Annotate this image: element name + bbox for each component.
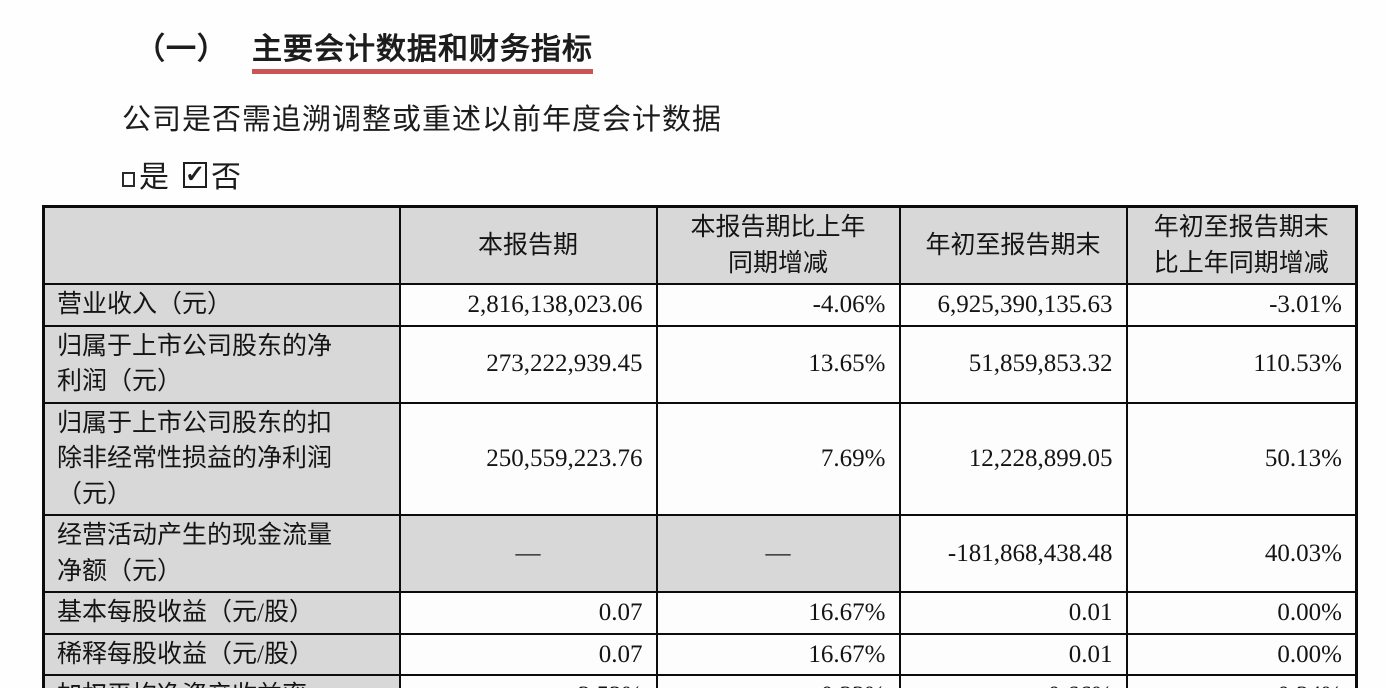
cell-value: -181,868,438.48	[898, 514, 1128, 593]
section-title: 主要会计数据和财务指标	[252, 24, 593, 74]
header-ytd-yoy: 年初至报告期末 比上年同期增减	[1125, 205, 1358, 285]
table-row-revenue: 营业收入（元） 2,816,138,023.06 -4.06% 6,925,39…	[42, 283, 1358, 327]
cell-value: 16.67%	[655, 632, 901, 676]
option-yes-label: 是	[139, 161, 169, 194]
financial-indicators-table: 本报告期 本报告期比上年 同期增减 年初至报告期末 年初至报告期末 比上年同期增…	[42, 205, 1358, 688]
table-row-net-profit: 归属于上市公司股东的净 利润（元） 273,222,939.45 13.65% …	[42, 324, 1358, 404]
checkbox-checked-icon[interactable]: ✓	[183, 162, 207, 188]
check-icon: ✓	[184, 162, 206, 188]
row-label: 加权平均净资产收益率	[42, 674, 401, 688]
cell-value: 0.01	[898, 632, 1128, 676]
table-row-diluted-eps: 稀释每股收益（元/股） 0.07 16.67% 0.01 0.00%	[42, 632, 1358, 676]
row-label: 稀释每股收益（元/股）	[42, 632, 401, 676]
cell-value-dash: —	[398, 514, 658, 593]
section-number: （一）	[135, 33, 228, 66]
table-row-operating-cash-flow: 经营活动产生的现金流量 净额（元） — — -181,868,438.48 40…	[42, 514, 1358, 593]
cell-value: -3.01%	[1125, 283, 1358, 327]
option-no-label: 否	[211, 161, 241, 194]
cell-value: 0.66%	[898, 674, 1128, 688]
cell-value-dash: —	[655, 514, 901, 593]
cell-value: 12,228,899.05	[898, 401, 1128, 516]
row-label: 经营活动产生的现金流量 净额（元）	[42, 514, 401, 593]
option-no[interactable]: ✓ 否	[183, 152, 241, 196]
cell-value: 110.53%	[1125, 324, 1358, 404]
row-label: 基本每股收益（元/股）	[42, 591, 401, 635]
header-current-period-yoy: 本报告期比上年 同期增减	[655, 205, 901, 285]
cell-value: 50.13%	[1125, 401, 1358, 516]
table-row-basic-eps: 基本每股收益（元/股） 0.07 16.67% 0.01 0.00%	[42, 591, 1358, 635]
cell-value: 13.65%	[655, 324, 901, 404]
cell-value: 6,925,390,135.63	[898, 283, 1128, 327]
cell-value: 0.07	[398, 632, 658, 676]
cell-value: 16.67%	[655, 591, 901, 635]
restatement-options: 是 ✓ 否	[122, 152, 241, 196]
table-header-row: 本报告期 本报告期比上年 同期增减 年初至报告期末 年初至报告期末 比上年同期增…	[42, 205, 1358, 285]
cell-value: 0.07	[398, 591, 658, 635]
section-heading: （一） 主要会计数据和财务指标	[135, 24, 593, 74]
cell-value: 0.34%	[1125, 674, 1358, 688]
cell-value: 7.69%	[655, 401, 901, 516]
cell-value: 0.01	[898, 591, 1128, 635]
cell-value: 273,222,939.45	[398, 324, 658, 404]
table-row-weighted-avg-roe: 加权平均净资产收益率 3.52% 0.33% 0.66% 0.34%	[42, 674, 1358, 688]
header-indicator	[42, 205, 401, 285]
cell-value: 40.03%	[1125, 514, 1358, 593]
table-row-net-profit-excl-nonrecurring: 归属于上市公司股东的扣 除非经常性损益的净利润 （元） 250,559,223.…	[42, 401, 1358, 516]
cell-value: 250,559,223.76	[398, 401, 658, 516]
cell-value: 51,859,853.32	[898, 324, 1128, 404]
cell-value: 0.00%	[1125, 632, 1358, 676]
row-label: 归属于上市公司股东的扣 除非经常性损益的净利润 （元）	[42, 401, 401, 516]
restatement-question: 公司是否需追溯调整或重述以前年度会计数据	[122, 104, 723, 136]
row-label: 营业收入（元）	[42, 283, 401, 327]
row-label: 归属于上市公司股东的净 利润（元）	[42, 324, 401, 404]
header-ytd: 年初至报告期末	[898, 205, 1128, 285]
cell-value: 0.00%	[1125, 591, 1358, 635]
cell-value: 0.33%	[655, 674, 901, 688]
checkbox-unchecked-icon[interactable]	[122, 171, 135, 187]
cell-value: -4.06%	[655, 283, 901, 327]
cell-value: 3.52%	[398, 674, 658, 688]
header-current-period: 本报告期	[398, 205, 658, 285]
option-yes[interactable]: 是	[122, 152, 169, 196]
cell-value: 2,816,138,023.06	[398, 283, 658, 327]
